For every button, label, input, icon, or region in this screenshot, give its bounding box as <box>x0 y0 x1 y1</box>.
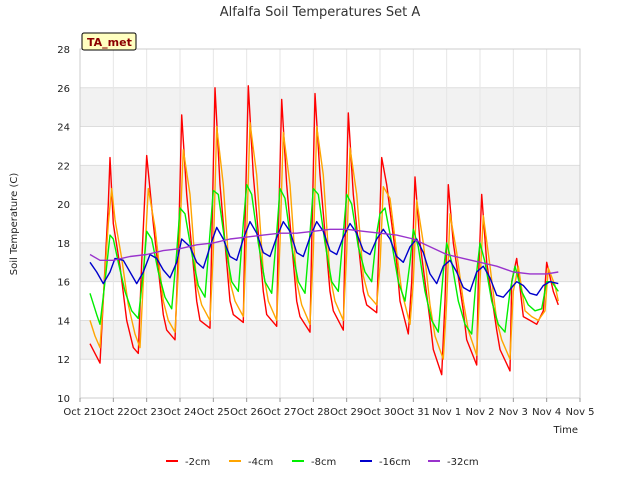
x-tick-label: Nov 2 <box>465 407 494 418</box>
legend-label: -8cm <box>311 457 336 468</box>
background-band <box>80 165 580 205</box>
series-line-32cmcm <box>89 228 559 275</box>
background-band <box>80 87 580 127</box>
background-band <box>80 49 580 88</box>
x-tick-label: Nov 5 <box>565 407 594 418</box>
series-lines <box>89 85 559 376</box>
y-axis-label: Soil Temperature (C) <box>9 173 20 276</box>
background-band <box>80 126 580 166</box>
x-axis-ticks: Oct 21 Oct 22 Oct 23 Oct 24 Oct 25 Oct 26 Oct … <box>63 398 595 418</box>
legend-label: -32cm <box>447 457 479 468</box>
background-band <box>80 320 580 360</box>
x-tick-label: Oct 27 <box>263 407 296 418</box>
y-tick-label: 16 <box>57 278 70 289</box>
y-tick-label: 22 <box>57 161 70 172</box>
x-tick-label: Oct 30 <box>363 407 396 418</box>
plot-area <box>79 48 581 399</box>
y-tick-label: 18 <box>57 239 70 250</box>
legend-label: -2cm <box>185 457 210 468</box>
x-tick-label: Nov 1 <box>432 407 461 418</box>
legend-item: -32cm <box>428 457 479 468</box>
legend-item: -4cm <box>229 457 273 468</box>
x-tick-label: Oct 31 <box>397 407 430 418</box>
x-tick-label: Oct 29 <box>330 407 363 418</box>
y-tick-label: 26 <box>57 84 70 95</box>
legend-label: -16cm <box>379 457 411 468</box>
x-tick-label: Oct 21 <box>63 407 96 418</box>
y-tick-label: 14 <box>57 316 70 327</box>
x-tick-label: Oct 23 <box>130 407 163 418</box>
y-tick-label: 24 <box>57 123 70 134</box>
x-axis-label: Time <box>553 425 578 436</box>
station-tag-box <box>81 32 137 51</box>
background-band <box>80 359 580 398</box>
background-band <box>80 204 580 243</box>
series-line-2cmcm <box>89 85 559 376</box>
x-tick-label: Oct 22 <box>97 407 130 418</box>
y-tick-label: 10 <box>57 394 70 405</box>
chart-title: Alfalfa Soil Temperatures Set A <box>220 5 421 20</box>
y-tick-label: 20 <box>57 200 70 211</box>
y-tick-label: 28 <box>57 45 70 56</box>
y-tick-label: 12 <box>57 355 70 366</box>
x-tick-label: Oct 28 <box>297 407 330 418</box>
legend-item: -16cm <box>360 457 411 468</box>
x-tick-label: Oct 25 <box>197 407 230 418</box>
legend-item: -2cm <box>166 457 210 468</box>
x-tick-label: Oct 26 <box>230 407 263 418</box>
legend-label: -4cm <box>248 457 273 468</box>
x-tick-label: Nov 3 <box>499 407 528 418</box>
x-tick-label: Oct 24 <box>163 407 196 418</box>
legend: -2cm -4cm -8cm -16cm -32cm <box>166 457 479 468</box>
x-tick-label: Nov 4 <box>532 407 561 418</box>
legend-item: -8cm <box>292 457 336 468</box>
series-line-16cmcm <box>89 220 559 298</box>
station-tag: TA_met <box>81 32 137 51</box>
y-axis-ticks: 10 12 14 16 18 20 22 24 26 28 <box>57 45 70 405</box>
station-tag-text: TA_met <box>87 36 132 49</box>
series-line-4cmcm <box>89 122 559 360</box>
